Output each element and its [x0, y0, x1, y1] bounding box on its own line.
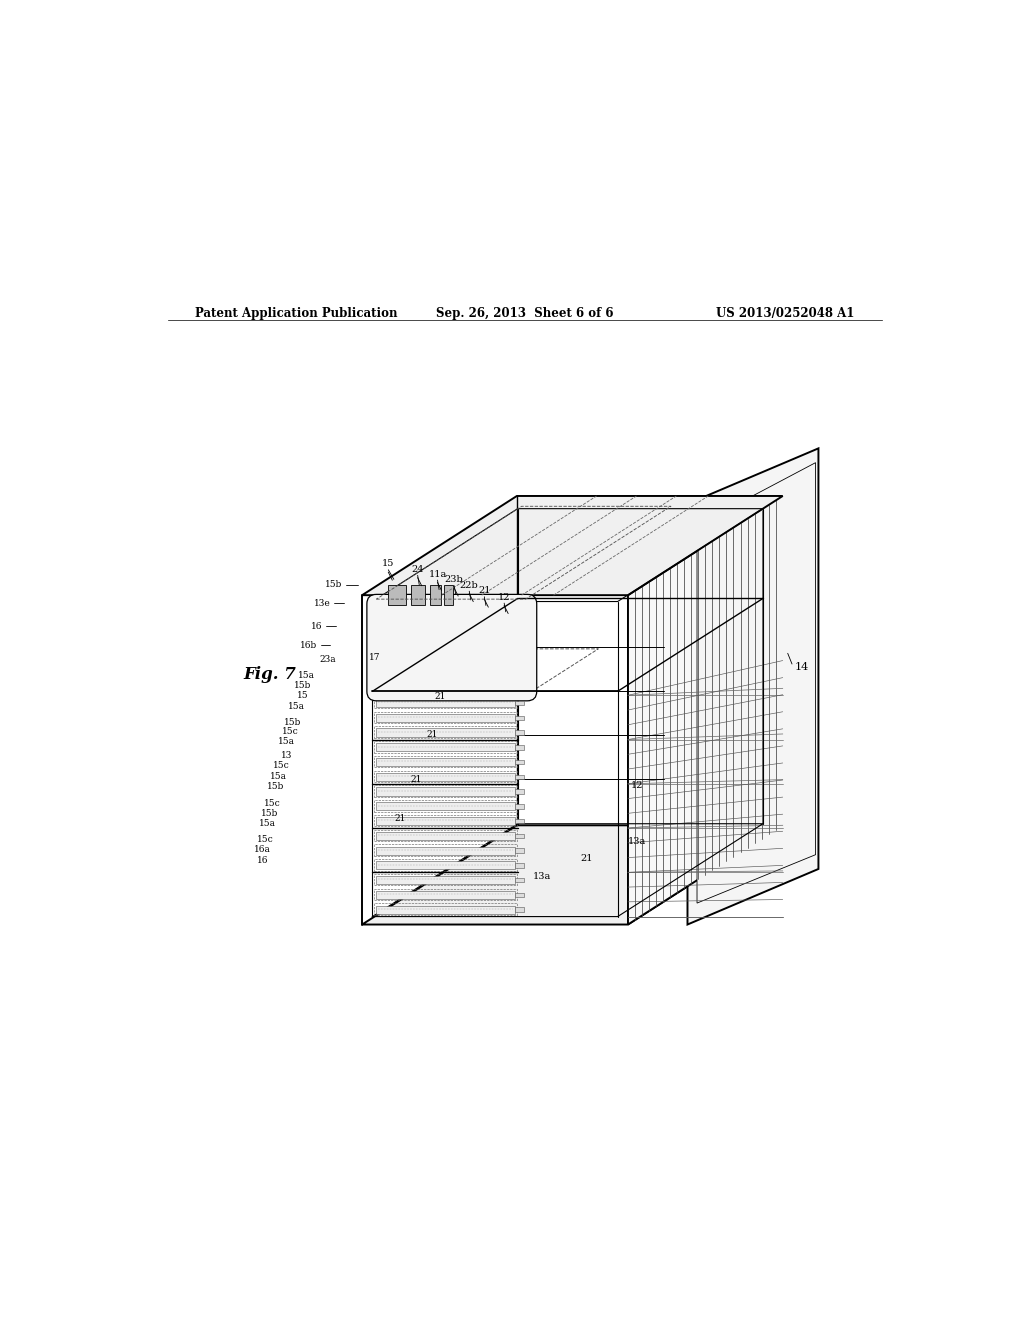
Text: 24: 24: [412, 565, 424, 574]
Polygon shape: [376, 700, 515, 708]
Text: 15a: 15a: [279, 738, 296, 747]
Text: 15: 15: [297, 692, 308, 701]
Text: 13e: 13e: [313, 598, 331, 607]
Polygon shape: [515, 701, 524, 705]
Polygon shape: [376, 743, 515, 751]
Text: 21: 21: [411, 775, 422, 784]
Text: 21: 21: [394, 814, 406, 824]
Text: 15b: 15b: [261, 809, 279, 818]
Polygon shape: [376, 729, 515, 737]
Polygon shape: [515, 863, 524, 867]
Bar: [388, 585, 406, 605]
Text: 15c: 15c: [282, 727, 299, 737]
Text: 15a: 15a: [298, 671, 315, 680]
Polygon shape: [376, 714, 515, 722]
Polygon shape: [362, 825, 782, 924]
Polygon shape: [515, 744, 524, 750]
Polygon shape: [376, 758, 515, 766]
Text: 11a: 11a: [428, 569, 446, 578]
Text: Patent Application Publication: Patent Application Publication: [196, 308, 398, 319]
Polygon shape: [376, 772, 515, 781]
Polygon shape: [515, 789, 524, 793]
Polygon shape: [376, 891, 515, 899]
Polygon shape: [697, 462, 815, 903]
Text: 12: 12: [631, 781, 643, 791]
Text: 22b: 22b: [460, 581, 478, 590]
Bar: [443, 585, 454, 605]
Polygon shape: [376, 832, 515, 840]
Polygon shape: [515, 878, 524, 882]
Text: 21: 21: [478, 586, 490, 595]
Text: 21: 21: [581, 854, 593, 863]
Polygon shape: [515, 760, 524, 764]
Text: 15a: 15a: [259, 820, 276, 828]
Bar: [411, 585, 425, 605]
Polygon shape: [515, 730, 524, 735]
Polygon shape: [515, 907, 524, 912]
Polygon shape: [376, 861, 515, 870]
Polygon shape: [376, 803, 515, 810]
Text: 12: 12: [498, 593, 510, 602]
Text: 15a: 15a: [269, 772, 287, 780]
Text: 23b: 23b: [444, 576, 464, 583]
Text: 17: 17: [369, 652, 380, 661]
Text: Fig. 7: Fig. 7: [243, 667, 296, 682]
Text: 13: 13: [281, 751, 292, 760]
Text: 14: 14: [795, 661, 809, 672]
Text: 15b: 15b: [325, 581, 342, 589]
Text: 15: 15: [382, 560, 394, 568]
Polygon shape: [376, 906, 515, 913]
Text: 15b: 15b: [267, 781, 285, 791]
Text: 15a: 15a: [288, 702, 305, 710]
Text: 16: 16: [257, 855, 268, 865]
Polygon shape: [376, 788, 515, 796]
Polygon shape: [515, 715, 524, 719]
Polygon shape: [362, 496, 782, 595]
Polygon shape: [376, 876, 515, 884]
Polygon shape: [515, 834, 524, 838]
FancyBboxPatch shape: [367, 594, 537, 701]
Polygon shape: [515, 849, 524, 853]
Text: 21: 21: [426, 730, 437, 739]
Polygon shape: [628, 496, 782, 924]
Text: 15c: 15c: [256, 836, 273, 843]
Polygon shape: [515, 892, 524, 898]
Text: 15c: 15c: [264, 799, 282, 808]
Text: 15c: 15c: [273, 762, 290, 771]
Bar: [430, 585, 441, 605]
Polygon shape: [376, 846, 515, 854]
Text: Sep. 26, 2013  Sheet 6 of 6: Sep. 26, 2013 Sheet 6 of 6: [436, 308, 613, 319]
Text: 15b: 15b: [285, 718, 302, 726]
Text: 15b: 15b: [294, 681, 311, 690]
Text: 16: 16: [311, 622, 323, 631]
Text: US 2013/0252048 A1: US 2013/0252048 A1: [716, 308, 854, 319]
Text: 23a: 23a: [319, 655, 336, 664]
Text: 16a: 16a: [254, 845, 270, 854]
Text: 13a: 13a: [532, 871, 551, 880]
Polygon shape: [515, 818, 524, 824]
Text: 16b: 16b: [300, 640, 316, 649]
Text: 21: 21: [434, 692, 445, 701]
Polygon shape: [377, 603, 524, 692]
Polygon shape: [515, 804, 524, 809]
Polygon shape: [376, 817, 515, 825]
Polygon shape: [687, 449, 818, 924]
Text: 13a: 13a: [628, 837, 646, 846]
Polygon shape: [515, 775, 524, 779]
